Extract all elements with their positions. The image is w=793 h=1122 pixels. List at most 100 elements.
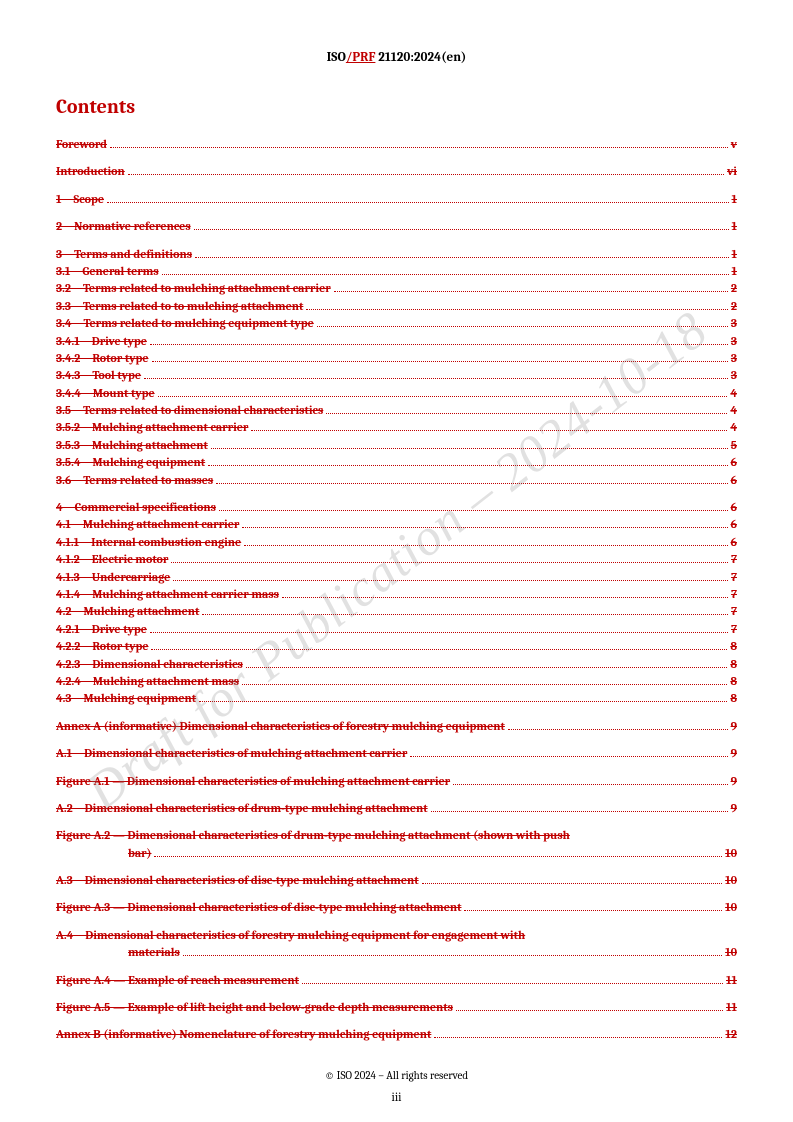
toc-entry[interactable]: 3 Terms and definitions1 bbox=[56, 246, 737, 263]
toc-page-number: 8 bbox=[730, 638, 737, 655]
toc-label: A.3 Dimensional characteristics of disc-… bbox=[56, 872, 419, 889]
toc-entry[interactable]: 4.2.2 Rotor type8 bbox=[56, 638, 737, 655]
toc-entry[interactable]: 4.1 Mulching attachment carrier 6 bbox=[56, 516, 737, 533]
toc-label: 3.4.4 Mount type bbox=[56, 385, 155, 402]
toc-leader-dots bbox=[150, 344, 728, 345]
header-red: /PRF bbox=[346, 50, 376, 65]
toc-label: 1 Scope bbox=[56, 191, 104, 208]
toc-entry[interactable]: 3.6 Terms related to masses 6 bbox=[56, 472, 737, 489]
toc-label: 4.1.4 Mulching attachment carrier mass bbox=[56, 586, 279, 603]
toc-page-number: 4 bbox=[730, 385, 737, 402]
toc-entry[interactable]: 4 Commercial specifications6 bbox=[56, 499, 737, 516]
toc-entry[interactable]: 4.2.3 Dimensional characteristics8 bbox=[56, 656, 737, 673]
toc-entry[interactable]: Figure A.2 — Dimensional characteristics… bbox=[56, 827, 737, 844]
toc-entry[interactable]: Figure A.4 — Example of reach measuremen… bbox=[56, 972, 737, 989]
toc-label: 3.6 Terms related to masses bbox=[56, 472, 213, 489]
toc-entry[interactable]: 4.2.1 Drive type7 bbox=[56, 621, 737, 638]
contents-title: Contents bbox=[56, 95, 737, 118]
toc-leader-dots bbox=[128, 174, 724, 175]
toc-leader-dots bbox=[110, 147, 728, 148]
toc-page-number: vi bbox=[727, 163, 737, 180]
toc-entry[interactable]: 4.3 Mulching equipment8 bbox=[56, 690, 737, 707]
toc-block: Forewordv bbox=[56, 136, 737, 153]
toc-leader-dots bbox=[150, 632, 728, 633]
toc-page-number: 3 bbox=[731, 333, 737, 350]
toc-label: 3.3 Terms related to to mulching attachm… bbox=[56, 298, 303, 315]
toc-entry[interactable]: 3.2 Terms related to mulching attachment… bbox=[56, 280, 737, 297]
toc-label: 3.1 General terms bbox=[56, 263, 159, 280]
toc-entry[interactable]: 3.5 Terms related to dimensional charact… bbox=[56, 402, 737, 419]
toc-entry[interactable]: Figure A.3 — Dimensional characteristics… bbox=[56, 899, 737, 916]
toc-block: 1 Scope1 bbox=[56, 191, 737, 208]
toc-entry[interactable]: 3.4 Terms related to mulching equipment … bbox=[56, 315, 737, 332]
toc-leader-dots bbox=[194, 229, 729, 230]
toc-entry[interactable]: 4.1.3 Undercarriage7 bbox=[56, 569, 737, 586]
toc-page-number: 11 bbox=[726, 999, 737, 1016]
toc-entry[interactable]: 3.4.2 Rotor type3 bbox=[56, 350, 737, 367]
toc-page-number: 9 bbox=[731, 718, 737, 735]
toc-entry[interactable]: 3.1 General terms 1 bbox=[56, 263, 737, 280]
toc-label: 3.5.2 Mulching attachment carrier bbox=[56, 419, 248, 436]
toc-entry[interactable]: 3.5.2 Mulching attachment carrier 4 bbox=[56, 419, 737, 436]
toc-leader-dots bbox=[317, 326, 728, 327]
toc-page-number: 1 bbox=[732, 218, 738, 235]
toc-leader-dots bbox=[151, 649, 727, 650]
toc-entry[interactable]: Figure A.5 — Example of lift height and … bbox=[56, 999, 737, 1016]
toc-leader-dots bbox=[244, 545, 727, 546]
toc-entry[interactable]: Annex A (informative) Dimensional charac… bbox=[56, 718, 737, 735]
toc-entry[interactable]: Introductionvi bbox=[56, 163, 737, 180]
toc-entry[interactable]: A.1 Dimensional characteristics of mulch… bbox=[56, 745, 737, 762]
toc-leader-dots bbox=[171, 562, 728, 563]
toc-entry[interactable]: 4.1.4 Mulching attachment carrier mass7 bbox=[56, 586, 737, 603]
toc-entry[interactable]: A.4 Dimensional characteristics of fores… bbox=[56, 927, 737, 944]
toc-entry[interactable]: Annex B (informative) Nomenclature of fo… bbox=[56, 1026, 737, 1043]
toc-entry[interactable]: Forewordv bbox=[56, 136, 737, 153]
toc-page-number: 5 bbox=[731, 437, 737, 454]
toc-entry[interactable]: 3.4.4 Mount type 4 bbox=[56, 385, 737, 402]
toc-entry[interactable]: 1 Scope1 bbox=[56, 191, 737, 208]
toc-leader-dots bbox=[199, 701, 727, 702]
toc-label: 4.2 Mulching attachment bbox=[56, 603, 199, 620]
toc-entry[interactable]: 3.5.3 Mulching attachment 5 bbox=[56, 437, 737, 454]
toc-entry[interactable]: 2 Normative references1 bbox=[56, 218, 737, 235]
toc-page-number: 1 bbox=[732, 263, 738, 280]
toc-leader-dots bbox=[183, 955, 722, 956]
toc-entry[interactable]: 4.1.1 Internal combustion engine6 bbox=[56, 534, 737, 551]
table-of-contents: ForewordvIntroductionvi1 Scope12 Normati… bbox=[56, 136, 737, 1044]
toc-page-number: 6 bbox=[731, 499, 737, 516]
toc-entry[interactable]: A.2 Dimensional characteristics of drum-… bbox=[56, 800, 737, 817]
toc-block: Figure A.2 — Dimensional characteristics… bbox=[56, 827, 737, 862]
toc-leader-dots bbox=[422, 883, 722, 884]
toc-leader-dots bbox=[431, 811, 728, 812]
toc-page-number: 6 bbox=[731, 516, 737, 533]
toc-entry[interactable]: 4.2 Mulching attachment7 bbox=[56, 603, 737, 620]
toc-label: 4.1 Mulching attachment carrier bbox=[56, 516, 239, 533]
toc-entry[interactable]: 4.2.4 Mulching attachment mass8 bbox=[56, 673, 737, 690]
toc-entry[interactable]: A.3 Dimensional characteristics of disc-… bbox=[56, 872, 737, 889]
toc-page-number: 9 bbox=[731, 745, 737, 762]
toc-entry[interactable]: materials10 bbox=[56, 944, 737, 961]
toc-entry[interactable]: Figure A.1 — Dimensional characteristics… bbox=[56, 773, 737, 790]
toc-leader-dots bbox=[208, 465, 727, 466]
toc-label: 4.2.1 Drive type bbox=[56, 621, 147, 638]
toc-page-number: 10 bbox=[725, 899, 737, 916]
toc-page-number: 6 bbox=[731, 472, 737, 489]
header-suffix: 21120:2024(en) bbox=[375, 50, 466, 65]
toc-page-number: 9 bbox=[731, 800, 737, 817]
toc-label: 3.5.3 Mulching attachment bbox=[56, 437, 208, 454]
copyright-footer: © ISO 2024 – All rights reserved bbox=[0, 1069, 793, 1082]
toc-block: Annex B (informative) Nomenclature of fo… bbox=[56, 1026, 737, 1043]
toc-entry[interactable]: 3.3 Terms related to to mulching attachm… bbox=[56, 298, 737, 315]
toc-block: A.3 Dimensional characteristics of disc-… bbox=[56, 872, 737, 889]
toc-entry[interactable]: 4.1.2 Electric motor7 bbox=[56, 551, 737, 568]
toc-leader-dots bbox=[326, 413, 727, 414]
toc-page-number: 4 bbox=[730, 419, 737, 436]
toc-label: 3.4 Terms related to mulching equipment … bbox=[56, 315, 314, 332]
toc-entry[interactable]: bar)10 bbox=[56, 845, 737, 862]
toc-entry[interactable]: 3.5.4 Mulching equipment6 bbox=[56, 454, 737, 471]
toc-leader-dots bbox=[202, 614, 728, 615]
toc-entry[interactable]: 3.4.1 Drive type3 bbox=[56, 333, 737, 350]
toc-page-number: 3 bbox=[731, 367, 737, 384]
toc-leader-dots bbox=[242, 527, 727, 528]
toc-entry[interactable]: 3.4.3 Tool type3 bbox=[56, 367, 737, 384]
